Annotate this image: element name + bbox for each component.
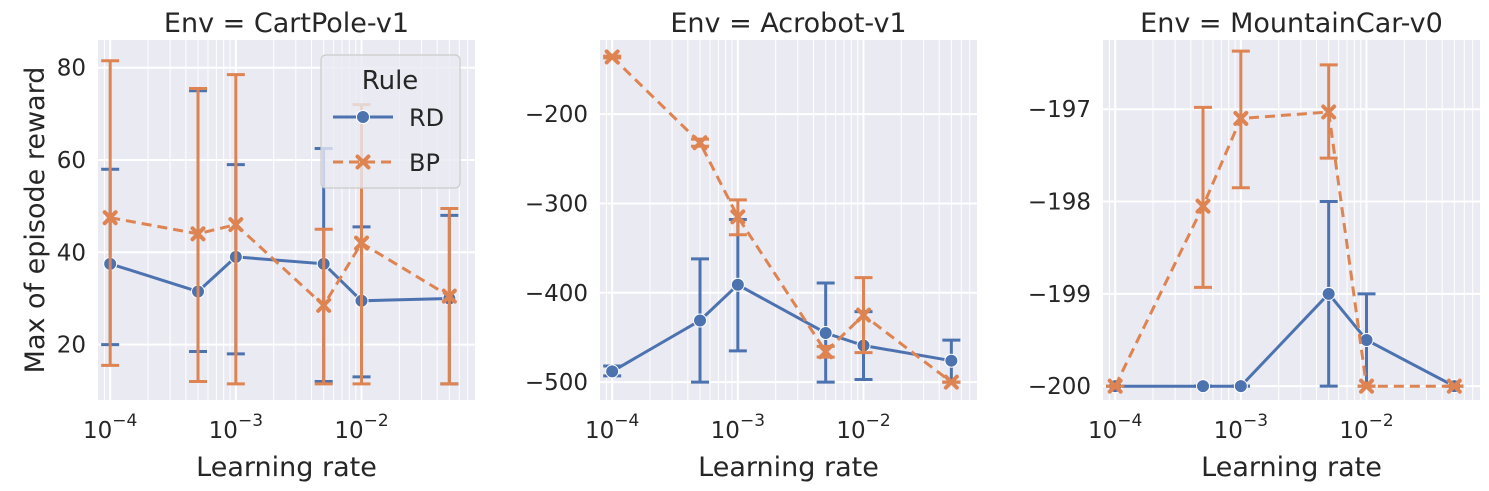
data-point [354,235,370,251]
x-tick-label-exponent: −2 [1369,411,1394,431]
legend-label-rd: RD [409,104,444,132]
x-tick-label-base: 10 [585,418,614,444]
x-tick-label: 10−2 [1339,411,1393,444]
data-point [818,326,833,341]
data-point [1233,110,1249,126]
legend-title: Rule [362,66,419,96]
legend-label-bp: BP [409,149,440,177]
plot-area [600,40,977,400]
data-point [441,288,457,304]
data-point [1195,198,1211,214]
x-tick-label-exponent: −2 [364,411,389,431]
data-point [818,344,834,360]
series-bp [603,49,961,390]
y-tick-label: −200 [1028,374,1091,400]
x-axis-label: Learning rate [698,452,879,483]
x-tick-label: 10−3 [711,411,765,444]
series-line [611,282,952,373]
data-point [730,277,745,292]
y-tick-label: 40 [57,240,86,266]
data-point [693,313,708,328]
data-point [604,49,620,65]
series-line [109,216,451,308]
x-tick-label-exponent: −2 [866,411,891,431]
x-tick-label: 10−3 [1214,411,1268,444]
data-point [1359,378,1375,394]
y-tick-label: −197 [1028,97,1091,123]
x-tick-label-base: 10 [209,418,238,444]
plot-area [1103,40,1480,400]
data-point [944,353,959,368]
series-line [1113,110,1455,388]
x-tick-label-exponent: −4 [1117,411,1142,431]
data-point [730,209,746,225]
y-tick-label: 60 [57,148,86,174]
data-point [692,135,708,151]
x-tick-label: 10−4 [1088,411,1142,444]
panel-title: Env = Acrobot-v1 [670,8,906,39]
y-axis-label: Max of episode reward [20,67,51,374]
x-tick-label-base: 10 [1214,418,1243,444]
x-tick-label-base: 10 [1339,418,1368,444]
y-tick-label: 80 [57,56,86,82]
x-tick-label-base: 10 [711,418,740,444]
x-axis-label: Learning rate [196,452,377,483]
x-tick-label-base: 10 [1088,418,1117,444]
data-point [1321,104,1337,120]
data-point [1446,378,1462,394]
panel-title: Env = MountainCar-v0 [1140,8,1443,39]
panel-title: Env = CartPole-v1 [164,8,409,39]
data-point [102,210,118,226]
x-tick-label: 10−4 [83,411,137,444]
x-axis-label: Learning rate [1201,452,1382,483]
data-point [943,374,959,390]
y-tick-label: −199 [1028,282,1091,308]
legend-box [320,54,461,189]
y-tick-label: −200 [525,102,588,128]
data-point [856,307,872,323]
series-bp [1106,49,1464,394]
data-point [1321,286,1336,301]
x-tick-label: 10−2 [836,411,890,444]
legend-marker [356,110,370,124]
series-line [611,55,953,384]
data-point [190,226,206,242]
y-tick-label: −500 [525,370,588,396]
legend: Rule RD BP [320,54,461,189]
x-tick-label-base: 10 [836,418,865,444]
x-tick-label: 10−3 [209,411,263,444]
x-tick-label-exponent: −4 [614,411,639,431]
y-tick-label: −300 [525,191,588,217]
y-tick-label: −400 [525,281,588,307]
data-point [316,297,332,313]
x-tick-label-exponent: −4 [112,411,137,431]
data-point [1107,378,1123,394]
series-line [109,255,450,303]
gridlines [600,40,977,400]
data-point [1233,379,1248,394]
data-point [228,217,244,233]
legend-marker [355,154,371,170]
x-tick-label-exponent: −3 [238,411,263,431]
x-tick-label-exponent: −3 [1243,411,1268,431]
data-point [605,364,620,379]
y-tick-label: −198 [1028,190,1091,216]
x-tick-label: 10−4 [585,411,639,444]
y-tick-label: 20 [57,333,86,359]
series-line [1115,291,1455,388]
data-point [1196,379,1211,394]
x-tick-label-exponent: −3 [740,411,765,431]
x-tick-label-base: 10 [83,418,112,444]
x-tick-label-base: 10 [334,418,363,444]
data-point [1359,333,1374,347]
x-tick-label: 10−2 [334,411,388,444]
